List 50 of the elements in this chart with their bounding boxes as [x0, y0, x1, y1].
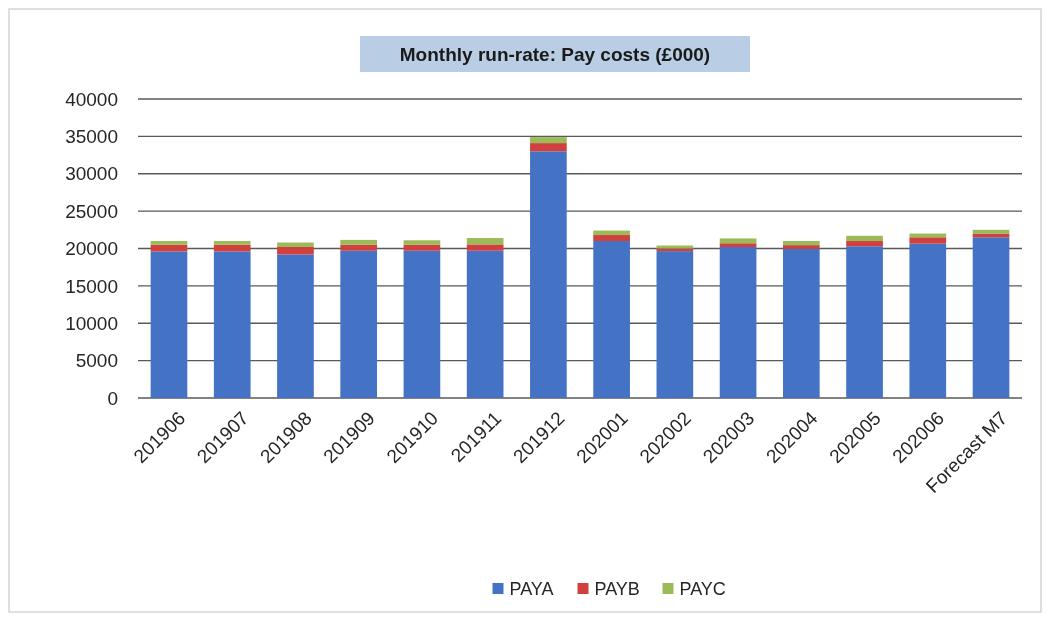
- chart-title: Monthly run-rate: Pay costs (£000): [399, 44, 711, 65]
- bar: [277, 242, 314, 248]
- bar: [593, 241, 630, 398]
- legend-label: PAYC: [679, 579, 726, 600]
- bar: [782, 245, 820, 249]
- bar: [782, 241, 820, 246]
- bar: [277, 247, 314, 255]
- bar: [530, 143, 567, 152]
- bar: [340, 250, 378, 398]
- bar: [846, 235, 883, 242]
- bar: [782, 248, 820, 398]
- y-tick-label: 40000: [65, 88, 118, 110]
- bar: [593, 230, 630, 236]
- bar: [466, 250, 504, 398]
- bar: [466, 244, 504, 251]
- bar: [719, 238, 757, 244]
- bar: [213, 244, 251, 252]
- y-tick-label: 10000: [65, 312, 118, 334]
- bar: [530, 137, 567, 144]
- bar: [403, 240, 441, 245]
- bar: [403, 244, 441, 251]
- bar: [340, 239, 378, 245]
- y-tick-label: 20000: [65, 238, 118, 260]
- bar: [213, 251, 251, 398]
- legend-label: PAYA: [509, 579, 554, 600]
- bar: [846, 246, 883, 398]
- y-tick-label: 35000: [65, 126, 118, 148]
- bar: [846, 241, 883, 247]
- bar: [213, 241, 251, 245]
- bar: [277, 254, 314, 398]
- y-tick-label: 15000: [65, 275, 118, 297]
- bar: [150, 241, 188, 245]
- bar: [909, 243, 947, 398]
- bar: [719, 247, 757, 398]
- bar: [530, 151, 567, 398]
- bar: [593, 235, 630, 242]
- bar: [403, 250, 441, 398]
- bar: [909, 237, 947, 244]
- legend-label: PAYB: [594, 579, 640, 600]
- y-tick-label: 0: [107, 387, 118, 409]
- bar: [340, 244, 378, 251]
- y-tick-label: 25000: [65, 200, 118, 222]
- bar: [656, 251, 694, 398]
- y-tick-label: 5000: [75, 350, 118, 372]
- y-tick-label: 30000: [65, 163, 118, 185]
- bar: [466, 238, 504, 245]
- bar: [972, 237, 1010, 398]
- bar: [719, 243, 757, 248]
- bar: [150, 251, 188, 398]
- bar: [972, 229, 1010, 234]
